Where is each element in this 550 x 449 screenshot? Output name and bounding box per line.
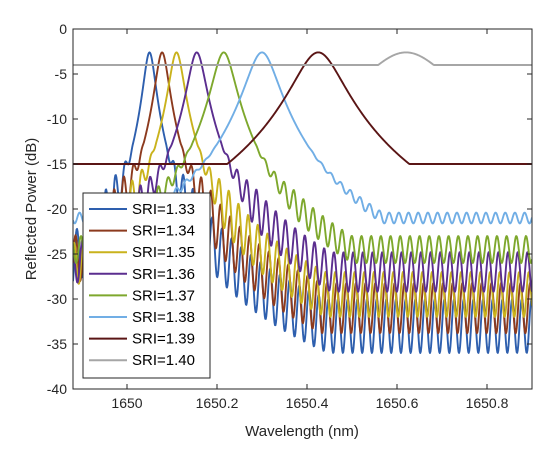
y-tick-label: -5 <box>55 66 68 82</box>
legend: SRI=1.33 SRI=1.34 SRI=1.35 SRI=1.36 SRI=1.37… <box>82 192 211 379</box>
x-tick-label: 1650.2 <box>196 395 239 411</box>
y-tick-label: -35 <box>47 336 67 352</box>
tick-group: 1650 1650.2 1650.4 1650.6 1650.8 0 -5 -10 -15 -20… <box>47 21 532 411</box>
series-group <box>73 51 532 354</box>
x-tick-label: 1650 <box>111 395 142 411</box>
y-tick-label: -25 <box>47 246 67 262</box>
x-axis-label: Wavelength (nm) <box>245 423 359 440</box>
y-axis-label: Reflected Power (dB) <box>23 138 40 281</box>
y-tick-label: 0 <box>59 21 67 37</box>
legend-box <box>82 192 211 379</box>
legend-label: SRI=1.33 <box>132 201 195 218</box>
legend-label: SRI=1.34 <box>132 223 195 240</box>
legend-label: SRI=1.40 <box>132 352 195 369</box>
series-line <box>73 51 532 66</box>
series-line <box>73 51 532 318</box>
x-tick-label: 1650.6 <box>376 395 419 411</box>
x-tick-label: 1650.8 <box>466 395 509 411</box>
legend-label: SRI=1.37 <box>132 287 195 304</box>
y-tick-label: -20 <box>47 201 67 217</box>
x-tick-label: 1650.4 <box>286 395 329 411</box>
y-tick-label: -40 <box>47 381 67 397</box>
legend-label: SRI=1.39 <box>132 331 195 348</box>
y-tick-label: -10 <box>47 111 67 127</box>
legend-label: SRI=1.38 <box>132 309 195 326</box>
y-tick-label: -30 <box>47 291 67 307</box>
legend-label: SRI=1.35 <box>132 244 195 261</box>
plot-frame <box>72 28 533 390</box>
legend-label: SRI=1.36 <box>132 266 195 283</box>
series-line <box>73 51 532 165</box>
series-line <box>73 51 532 293</box>
y-tick-label: -15 <box>47 156 67 172</box>
